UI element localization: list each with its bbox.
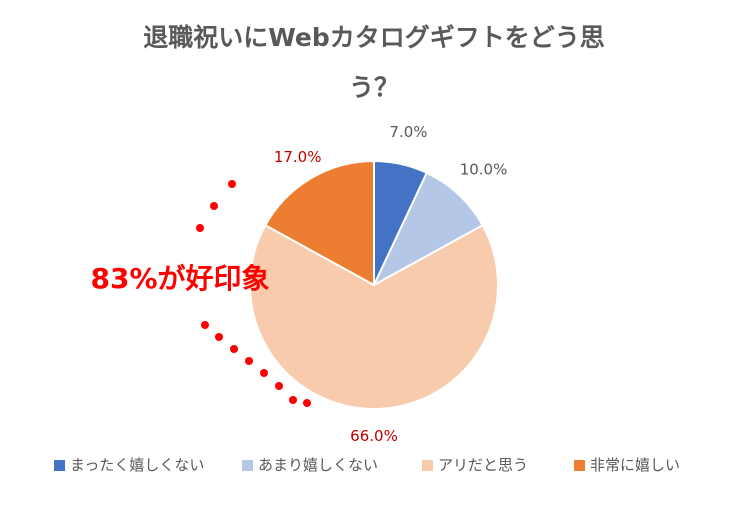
- callout-dot: [230, 345, 238, 353]
- pie-slice-3: [249, 223, 499, 410]
- chart-title: 退職祝いにWebカタログギフトをどう思 う？: [143, 23, 605, 102]
- legend: まったく嬉しくない あまり嬉しくない アリだと思う 非常に嬉しい: [54, 456, 680, 474]
- data-label-1: 7.0%: [389, 123, 427, 141]
- legend-label-1: まったく嬉しくない: [70, 456, 204, 474]
- legend-swatch-4: [574, 460, 585, 471]
- legend-swatch-2: [242, 460, 253, 471]
- callout-dot: [210, 202, 218, 210]
- callout-dots: [196, 180, 311, 407]
- chart-title-line-2: う？: [349, 73, 399, 102]
- chart-title-line-1: 退職祝いにWebカタログギフトをどう思: [143, 23, 605, 52]
- pie-slice-2: [371, 171, 485, 288]
- legend-swatch-1: [54, 460, 65, 471]
- legend-label-2: あまり嬉しくない: [258, 456, 378, 474]
- pie-slice-4: [263, 159, 375, 287]
- callout-dot: [245, 357, 253, 365]
- legend-label-3: アリだと思う: [438, 456, 528, 474]
- callout-dot: [228, 180, 236, 188]
- callout-dot: [215, 333, 223, 341]
- callout-dot: [201, 321, 209, 329]
- callout-dot: [196, 224, 204, 232]
- data-labels: 7.0% 10.0% 66.0% 17.0%: [274, 123, 508, 445]
- callout-dot: [303, 399, 311, 407]
- data-label-2: 10.0%: [460, 160, 508, 178]
- legend-label-4: 非常に嬉しい: [590, 456, 680, 474]
- data-label-4: 17.0%: [274, 148, 322, 166]
- legend-swatch-3: [422, 460, 433, 471]
- callout-dot: [289, 396, 297, 404]
- data-label-3: 66.0%: [350, 427, 398, 445]
- callout-label: 83%が好印象: [90, 262, 269, 295]
- callout-dot: [275, 382, 283, 390]
- pie-slices: [249, 159, 499, 410]
- callout-dot: [260, 369, 268, 377]
